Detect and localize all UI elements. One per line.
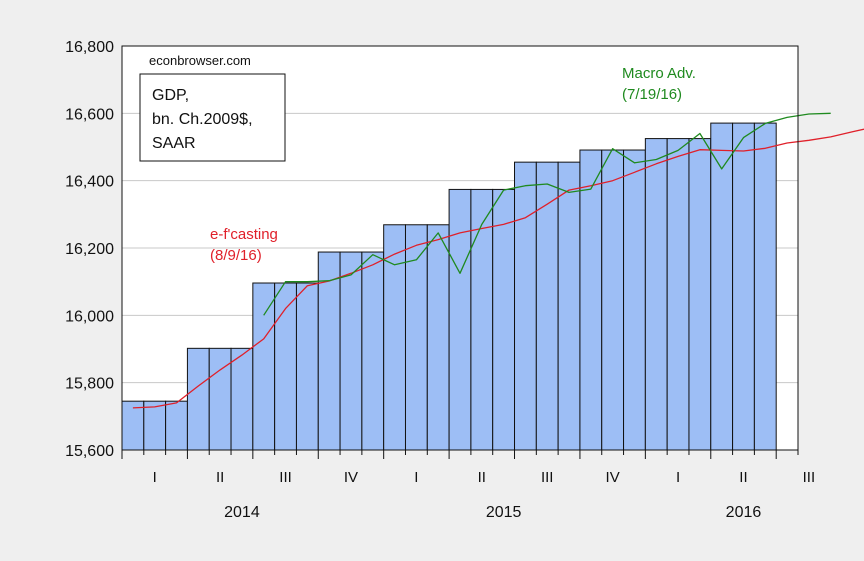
legend-box-line-3: SAAR xyxy=(152,135,196,152)
y-tick-label: 15,800 xyxy=(65,376,114,393)
gdp-bar xyxy=(186,347,210,451)
y-tick-label: 16,600 xyxy=(65,106,114,123)
series-label-efcasting: e-f'casting xyxy=(210,226,278,243)
gdp-bar xyxy=(426,224,450,451)
gdp-bar xyxy=(557,161,581,451)
gdp-bar xyxy=(535,161,559,451)
gdp-bar xyxy=(514,161,537,451)
legend-box-line-2: bn. Ch.2009$, xyxy=(152,111,253,128)
legend-box-frame xyxy=(139,73,286,162)
y-tick-label: 16,200 xyxy=(65,241,114,258)
gdp-bar xyxy=(644,138,668,451)
gdp-bar xyxy=(753,122,777,451)
gdp-bar xyxy=(208,347,232,451)
efcasting-series-line xyxy=(132,128,864,409)
series-label-efcasting-date: (8/9/16) xyxy=(210,247,262,264)
quarter-label: II xyxy=(739,469,747,486)
gdp-bar xyxy=(579,149,603,451)
series-lines xyxy=(132,112,864,409)
y-tick-label: 16,400 xyxy=(65,174,114,191)
gdp-bar xyxy=(601,149,625,451)
gdp-bar xyxy=(339,251,363,451)
bars xyxy=(121,122,777,451)
gdp-bar xyxy=(252,282,276,451)
gdp-bar xyxy=(165,400,188,451)
quarter-label: I xyxy=(676,469,680,486)
quarter-label: IV xyxy=(606,469,620,486)
series-label-macro-adv: Macro Adv. xyxy=(622,65,696,82)
gdp-bar xyxy=(688,138,712,451)
quarter-label: I xyxy=(153,469,157,486)
y-tick-label: 16,000 xyxy=(65,308,114,325)
gdp-bar xyxy=(295,282,319,451)
gdp-bar xyxy=(121,400,145,451)
plot-frame xyxy=(121,45,799,451)
gdp-bar xyxy=(361,251,385,451)
y-axis: 15,600 15,800 16,000 16,200 16,400 16,600 16,8… xyxy=(65,39,114,460)
series-label-macro-adv-date: (7/19/16) xyxy=(622,86,682,103)
year-label: 2015 xyxy=(486,504,522,521)
y-tick-label: 16,800 xyxy=(65,39,114,56)
gdp-bar xyxy=(732,122,755,451)
year-label: 2016 xyxy=(726,504,762,521)
gdp-bar xyxy=(623,149,646,451)
legend-box-line-1: GDP, xyxy=(152,87,189,104)
quarter-label: III xyxy=(803,469,816,486)
quarter-label: II xyxy=(478,469,486,486)
gdp-bar xyxy=(492,188,516,451)
macro-adv-series-line xyxy=(263,112,831,316)
gdp-bar xyxy=(143,400,167,451)
quarter-label: III xyxy=(541,469,554,486)
year-label: 2014 xyxy=(224,504,260,521)
gdp-bar xyxy=(666,138,690,451)
legend-box: GDP, bn. Ch.2009$, SAAR xyxy=(139,73,286,162)
gdp-bar xyxy=(448,188,472,451)
gdp-bar xyxy=(710,122,734,451)
gdp-bar xyxy=(404,224,428,451)
quarter-label: II xyxy=(216,469,224,486)
y-tick-label: 15,600 xyxy=(65,443,114,460)
quarter-label: IV xyxy=(344,469,358,486)
quarter-label: I xyxy=(414,469,418,486)
source-text: econbrowser.com xyxy=(149,53,251,68)
gdp-bar xyxy=(317,251,341,451)
quarter-label: III xyxy=(279,469,292,486)
gdp-bar xyxy=(230,347,254,451)
